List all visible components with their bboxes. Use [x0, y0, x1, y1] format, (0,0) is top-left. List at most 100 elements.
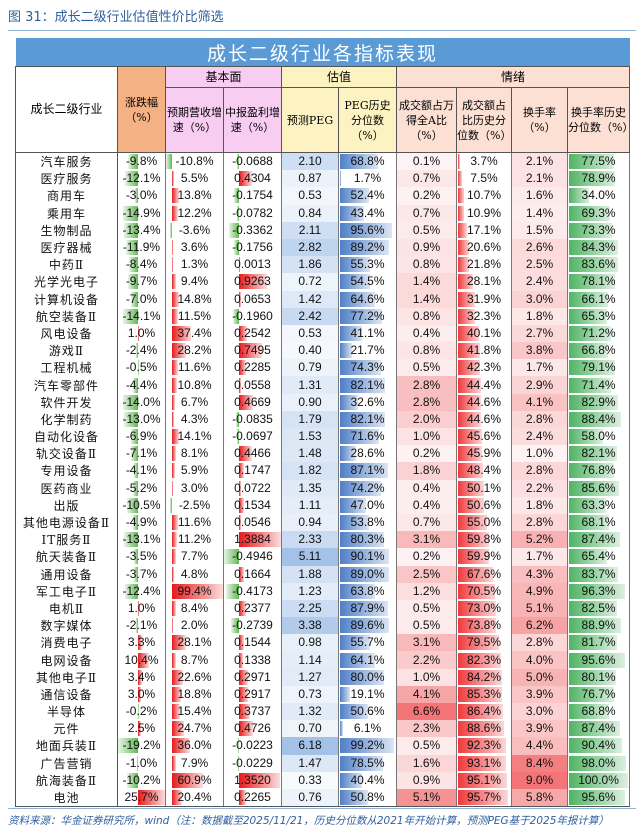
positive-data-bar — [171, 343, 187, 359]
positive-data-bar — [171, 635, 187, 651]
cell-turnover-percentile: 66.1% — [567, 290, 631, 308]
cell-peg-scaled: 2.11 — [281, 221, 339, 239]
cell-peg-scaled: 1.88 — [281, 565, 339, 583]
cell-turnover-scaled: 1.6% — [511, 187, 568, 205]
cell-change: -13.0% — [117, 410, 166, 428]
cell-value: 12.2% — [177, 205, 212, 220]
cell-amount-share-percentile: 93.1% — [456, 754, 512, 772]
cell-value: 3.4% — [127, 669, 156, 684]
cell-value: 53.8% — [350, 515, 385, 530]
cell-value: 0.5% — [412, 360, 441, 375]
percentile-data-bar — [458, 755, 507, 771]
cell-value: 0.0013 — [234, 257, 271, 272]
cell-turnover-percentile: 90.4% — [567, 737, 631, 755]
cell-profit-growth: -0.0223 — [223, 737, 282, 755]
cell-value: 4.3% — [525, 566, 554, 581]
cell-value: 59.9% — [466, 549, 502, 564]
cell-value: 3.9% — [525, 721, 554, 736]
cell-peg-percentile: 53.8% — [338, 513, 397, 532]
table-row: 化学制药 -13.0% 4.3% -0.0835 1.79 82.1% 2.0% 44.6% 2… — [15, 410, 631, 428]
table-row: 医疗服务 -12.1% 5.5% 0.4304 0.87 1.7% 0.7% 7.5% 2.1%… — [15, 170, 631, 188]
cell-change: -6.9% — [117, 428, 166, 446]
table-row: 医药商业 -5.2% 3.0% 0.0722 1.35 74.2% 0.4% 50.1% 2.2… — [15, 479, 631, 497]
cell-value: 28.6% — [350, 446, 385, 461]
percentile-data-bar — [569, 222, 612, 238]
cell-value: -10.8% — [175, 154, 214, 169]
positive-data-bar — [171, 240, 174, 256]
cell-revenue-growth: 22.6% — [165, 668, 224, 686]
cell-value: 95.6% — [581, 790, 616, 805]
negative-data-bar — [134, 549, 139, 565]
cell-value: 3.0% — [180, 480, 209, 495]
cell-amount-share-scaled: 1.4% — [396, 290, 457, 308]
percentile-data-bar — [458, 600, 496, 616]
cell-revenue-growth: 14.8% — [165, 290, 224, 308]
cell-value: -3.0% — [125, 188, 158, 203]
cell-value: 82.5% — [581, 600, 616, 615]
cell-profit-growth: 0.4726 — [223, 720, 282, 738]
cell-value: 4.3% — [180, 411, 209, 426]
cell-amount-share-scaled: 0.7% — [396, 204, 457, 222]
cell-profit-growth: -0.0688 — [223, 152, 282, 171]
cell-turnover-percentile: 71.4% — [567, 376, 631, 394]
cell-industry: 乘用车 — [15, 204, 118, 222]
positive-data-bar — [238, 480, 242, 496]
cell-value: 89.0% — [350, 566, 385, 581]
cell-value: 31.9% — [466, 291, 502, 306]
cell-revenue-growth: -2.5% — [165, 496, 224, 514]
percentile-data-bar — [340, 738, 395, 754]
cell-industry: 广告营销 — [15, 754, 118, 772]
header-change: 涨跌幅（%） — [117, 66, 166, 153]
table-row: 通信设备 3.0% 18.8% 0.2917 0.73 19.1% 4.1% 85.3% 3.9… — [15, 685, 631, 703]
cell-amount-share-scaled: 1.4% — [396, 273, 457, 291]
cell-industry: 通信设备 — [15, 685, 118, 703]
percentile-data-bar — [340, 532, 384, 548]
cell-amount-share-scaled: 1.8% — [396, 462, 457, 480]
percentile-data-bar — [569, 686, 614, 702]
cell-turnover-percentile: 88.9% — [567, 617, 631, 635]
percentile-data-bar — [340, 515, 370, 531]
cell-industry: 其他电源设备Ⅱ — [15, 513, 118, 532]
cell-value: 65.4% — [581, 549, 616, 564]
cell-peg-scaled: 1.32 — [281, 703, 339, 721]
percentile-data-bar — [340, 360, 381, 376]
cell-value: 1.6% — [412, 755, 441, 770]
cell-peg-scaled: 0.70 — [281, 720, 339, 738]
cell-value: -0.4946 — [232, 549, 273, 564]
cell-value: 1.0% — [412, 669, 441, 684]
cell-profit-growth: -0.3362 — [223, 221, 282, 239]
cell-amount-share-percentile: 50.1% — [456, 479, 512, 497]
table-row: 广告营销 -1.0% 7.9% -0.0229 1.47 78.5% 1.6% 93.1% 8.… — [15, 754, 631, 772]
table-row: 中药Ⅱ -8.4% 1.3% 0.0013 1.86 55.3% 0.8% 21.8% 2.5%… — [15, 256, 631, 274]
cell-peg-scaled: 0.90 — [281, 393, 339, 411]
cell-value: 63.3% — [581, 497, 616, 512]
positive-data-bar — [171, 274, 177, 290]
positive-data-bar — [171, 566, 175, 582]
positive-data-bar — [138, 635, 142, 651]
percentile-data-bar — [340, 257, 371, 273]
percentile-data-bar — [458, 532, 489, 548]
cell-value: 68.8% — [581, 704, 616, 719]
cell-change: -4.9% — [117, 513, 166, 532]
cell-value: 3.3% — [127, 635, 156, 650]
cell-revenue-growth: 9.4% — [165, 273, 224, 291]
cell-value: 3.1% — [412, 635, 441, 650]
cell-value: 82.1% — [581, 446, 616, 461]
cell-value: -4.4% — [125, 377, 158, 392]
cell-value: 0.2285 — [234, 360, 271, 375]
cell-value: 43.4% — [350, 205, 385, 220]
cell-value: 79.5% — [466, 635, 502, 650]
cell-profit-growth: 0.0013 — [223, 256, 282, 274]
negative-data-bar — [124, 222, 139, 238]
cell-peg-scaled: 1.23 — [281, 582, 339, 600]
cell-value: 78.1% — [581, 274, 616, 289]
cell-value: 6.7% — [180, 394, 209, 409]
percentile-data-bar — [458, 188, 464, 204]
cell-value: 8.1% — [180, 446, 209, 461]
cell-value: 83.6% — [581, 257, 616, 272]
cell-value: 89.2% — [350, 240, 385, 255]
cell-turnover-scaled: 1.4% — [511, 204, 568, 222]
cell-amount-share-percentile: 31.9% — [456, 290, 512, 308]
cell-value: 65.3% — [581, 308, 616, 323]
cell-amount-share-percentile: 82.3% — [456, 651, 512, 669]
